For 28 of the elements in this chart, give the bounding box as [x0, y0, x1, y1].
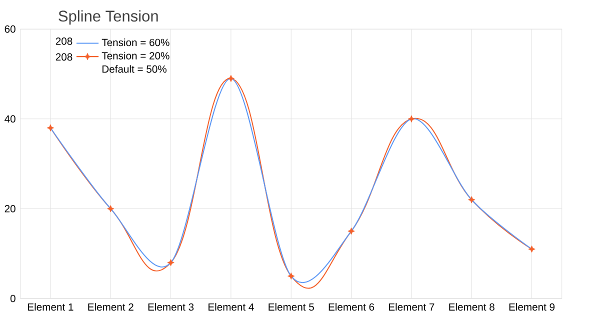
y-tick-label: 40 [4, 115, 16, 123]
point [468, 196, 476, 204]
legend-label: Tension = 60% [102, 38, 170, 46]
point [227, 75, 235, 82]
x-tick-label: Element 1 [28, 303, 74, 311]
x-tick-label: Element 2 [88, 303, 134, 311]
x-tick-label: Element 7 [389, 303, 434, 311]
point [348, 228, 355, 235]
x-tick-label: Element 6 [328, 303, 374, 311]
y-tick-label: 60 [4, 26, 16, 33]
x-tick-label: Element 8 [449, 303, 494, 311]
y-tick-label: 0 [10, 295, 16, 302]
annotation: 208 [56, 53, 72, 61]
x-tick-label: Element 4 [208, 303, 254, 311]
point [46, 124, 54, 132]
x-tick-label: Element 5 [268, 303, 314, 311]
point [167, 259, 174, 266]
annotation: Default = 50% [102, 65, 166, 73]
x-tick-label: Element 3 [148, 303, 194, 311]
point [107, 205, 114, 212]
y-tick-label: 20 [4, 205, 16, 213]
point [288, 272, 295, 280]
x-tick-label: Element 9 [509, 303, 555, 311]
point [528, 246, 536, 253]
chart-title: Spline Tension [58, 10, 158, 25]
legend-label: Tension = 20% [102, 52, 170, 60]
annotation: 208 [56, 38, 72, 46]
point [408, 115, 416, 123]
